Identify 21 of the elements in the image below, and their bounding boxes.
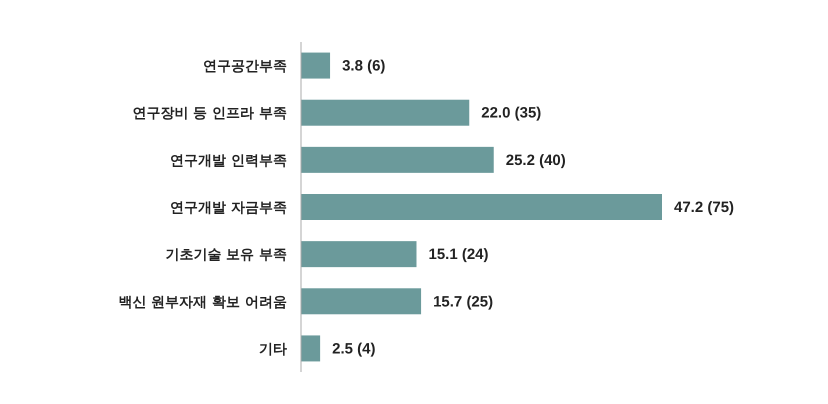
bar	[301, 194, 662, 220]
data-label: 15.7 (25)	[433, 293, 494, 310]
y-tick-label: 연구장비 등 인프라 부족	[132, 106, 287, 122]
bar	[301, 52, 330, 79]
data-label: 2.5 (4)	[332, 340, 376, 358]
y-tick-label: 기초기술 보유 부족	[165, 247, 287, 264]
bar	[301, 146, 494, 173]
y-tick-label: 연구개발 인력부족	[170, 152, 287, 169]
data-label: 15.1 (24)	[428, 246, 489, 264]
y-tick-label: 연구개발 자금부족	[170, 200, 287, 216]
data-label: 3.8 (6)	[342, 58, 386, 75]
y-tick-label: 백신 원부자재 확보 어려움	[118, 294, 287, 310]
y-tick-label: 연구공간부족	[203, 58, 287, 75]
data-label: 25.2 (40)	[506, 152, 566, 169]
data-label: 47.2 (75)	[674, 199, 734, 216]
y-tick-label: 기타	[259, 341, 287, 358]
bar	[301, 335, 320, 362]
data-label: 22.0 (35)	[481, 104, 542, 122]
bar	[301, 100, 470, 126]
bar	[301, 288, 422, 314]
bar	[301, 241, 416, 268]
